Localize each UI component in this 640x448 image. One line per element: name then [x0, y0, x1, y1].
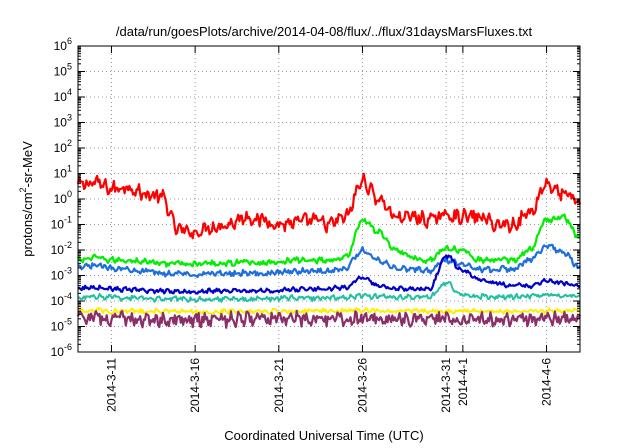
series-line — [77, 243, 581, 279]
series-line — [76, 309, 582, 329]
y-tick-label: 103 — [54, 113, 72, 130]
y-tick-exponent: 4 — [67, 87, 72, 97]
series-line — [77, 281, 581, 303]
y-tick-base: 10 — [54, 167, 68, 181]
y-tick-label: 101 — [54, 164, 72, 181]
y-tick-label: 105 — [54, 62, 72, 79]
y-tick-base: 10 — [51, 345, 65, 359]
y-tick-exponent: 2 — [67, 138, 72, 148]
x-tick-label: 2014-3-16 — [188, 358, 202, 413]
y-tick-exponent: 3 — [67, 113, 72, 123]
y-tick-exponent: -2 — [64, 240, 72, 250]
x-tick-label: 2014-4-6 — [540, 358, 554, 406]
series-line — [77, 307, 581, 315]
y-axis-label-sup: 2 — [18, 187, 28, 192]
y-tick-label: 100 — [54, 189, 72, 206]
y-tick-base: 10 — [51, 243, 65, 257]
y-tick-label: 10-6 — [51, 342, 72, 359]
y-tick-base: 10 — [54, 90, 68, 104]
y-axis-label: protons/cm2-sr-MeV — [18, 141, 35, 257]
x-tick-label: 2014-3-11 — [104, 358, 118, 412]
y-axis-label-post: -sr-MeV — [20, 141, 35, 188]
y-tick-base: 10 — [51, 320, 65, 334]
series-line — [77, 213, 581, 268]
x-tick-label: 2014-3-21 — [272, 358, 286, 413]
x-tick-label: 2014-3-31 — [439, 358, 453, 413]
x-axis-label: Coordinated Universal Time (UTC) — [224, 428, 423, 443]
x-tick-label: 2014-3-26 — [355, 358, 369, 413]
y-tick-base: 10 — [54, 39, 68, 53]
y-tick-label: 10-2 — [51, 240, 72, 257]
x-tick-label: 2014-4-1 — [456, 358, 470, 406]
y-tick-exponent: -1 — [64, 215, 72, 225]
y-tick-exponent: -4 — [64, 291, 72, 301]
y-axis-label-pre: protons/cm — [20, 192, 35, 256]
y-tick-exponent: -3 — [64, 266, 72, 276]
x-axis-ticks: 2014-3-11 2014-3-16 2014-3-21 2014-3-26 2014… — [104, 46, 554, 413]
y-tick-base: 10 — [54, 65, 68, 79]
y-tick-base: 10 — [51, 269, 65, 283]
grid-lines — [78, 46, 580, 352]
y-tick-base: 10 — [54, 116, 68, 130]
y-tick-label: 104 — [54, 87, 72, 104]
y-tick-label: 10-3 — [51, 266, 72, 283]
y-tick-label: 10-4 — [51, 291, 72, 308]
y-axis-ticks: 10610510410310210110010-110-210-310-410-… — [51, 36, 580, 359]
y-tick-label: 102 — [54, 138, 72, 155]
y-tick-exponent: -5 — [64, 317, 72, 327]
y-tick-exponent: -6 — [64, 342, 72, 352]
y-tick-exponent: 6 — [67, 36, 72, 46]
series-line — [78, 254, 580, 295]
y-tick-base: 10 — [51, 294, 65, 308]
series-line — [76, 172, 582, 240]
y-tick-base: 10 — [51, 218, 65, 232]
chart-title: /data/run/goesPlots/archive/2014-04-08/f… — [116, 24, 533, 39]
y-tick-label: 10-1 — [51, 215, 72, 232]
y-tick-exponent: 1 — [67, 164, 72, 174]
y-tick-base: 10 — [54, 192, 68, 206]
y-tick-exponent: 0 — [67, 189, 72, 199]
y-tick-label: 106 — [54, 36, 72, 53]
series-layer — [76, 172, 582, 329]
y-tick-base: 10 — [54, 141, 68, 155]
y-tick-label: 10-5 — [51, 317, 72, 334]
y-tick-exponent: 5 — [67, 62, 72, 72]
